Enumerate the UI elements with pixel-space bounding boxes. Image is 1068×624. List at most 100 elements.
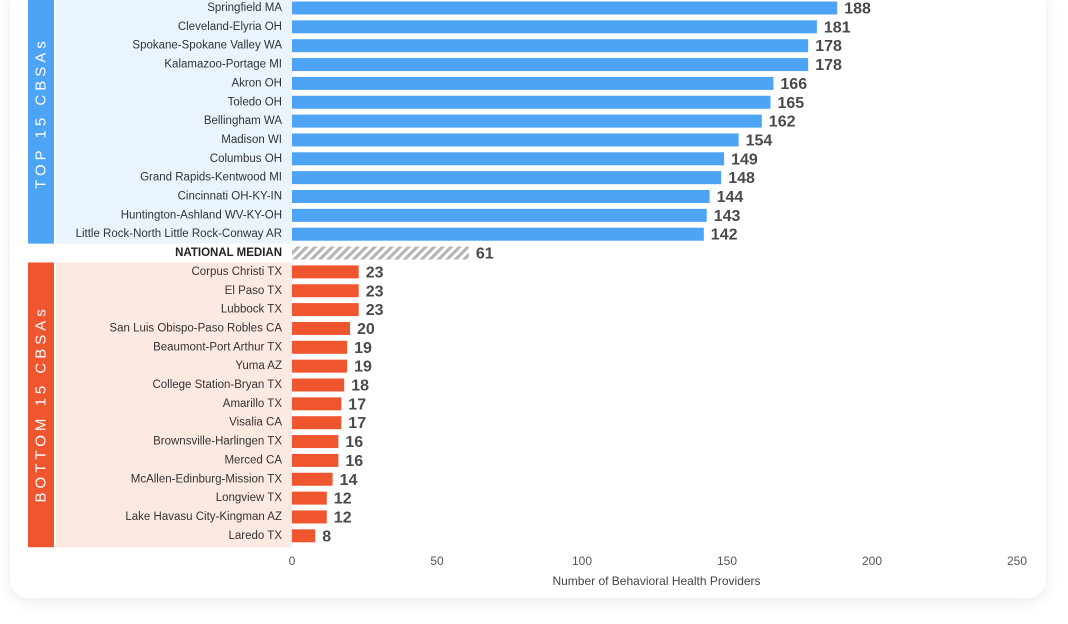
bottom-group-title: BOTTOM 15 CBSAs (33, 305, 50, 502)
value-label: 17 (348, 396, 366, 413)
bar (292, 114, 762, 128)
value-label: 16 (345, 434, 363, 451)
value-label: 20 (357, 321, 375, 338)
value-label: 8 (322, 528, 331, 545)
bar (292, 491, 327, 505)
bar (292, 284, 359, 298)
category-label: Corpus Christi TX (191, 266, 282, 278)
bar (292, 453, 339, 467)
category-label: Huntington-Ashland WV-KY-OH (121, 209, 282, 221)
bottom-group-sidebar (28, 262, 54, 548)
value-label: 19 (354, 359, 372, 376)
category-label: Columbus OH (210, 153, 282, 165)
value-label: 23 (366, 283, 384, 300)
category-label: Madison WI (221, 134, 282, 146)
bar (292, 435, 339, 449)
x-tick-label: 100 (572, 554, 592, 568)
bar (292, 39, 809, 53)
category-label: Laredo TX (229, 530, 283, 542)
median-bar (292, 246, 469, 260)
category-label: Grand Rapids-Kentwood MI (140, 172, 282, 184)
value-label: 18 (351, 378, 369, 395)
category-label: Akron OH (232, 77, 283, 89)
bar (292, 510, 327, 524)
bar (292, 76, 774, 90)
bar (292, 58, 809, 72)
bar (292, 321, 350, 335)
value-label: 23 (366, 302, 384, 319)
x-tick-label: 200 (862, 554, 882, 568)
value-label: 19 (354, 340, 372, 357)
value-label: 165 (778, 95, 805, 112)
value-label: 162 (769, 114, 796, 131)
top-group-sidebar (28, 0, 54, 244)
category-label: Merced CA (224, 454, 282, 466)
category-label: Brownsville-Harlingen TX (153, 436, 282, 448)
value-label: 188 (844, 1, 871, 18)
category-label: College Station-Bryan TX (152, 379, 282, 391)
value-label: 17 (348, 415, 366, 432)
x-tick-label: 250 (1007, 554, 1027, 568)
category-label: San Luis Obispo-Paso Robles CA (109, 322, 282, 334)
bar (292, 265, 359, 279)
value-label: 23 (366, 264, 384, 281)
category-label: El Paso TX (225, 285, 283, 297)
category-label: Amarillo TX (223, 398, 283, 410)
bar (292, 208, 707, 222)
value-label: 16 (345, 453, 363, 470)
category-label: Bellingham WA (204, 115, 283, 127)
category-label: Visalia CA (229, 417, 282, 429)
category-label: Springfield MA (207, 2, 282, 14)
bar (292, 227, 704, 241)
bar (292, 359, 348, 373)
bar (292, 152, 725, 166)
bar (292, 416, 342, 430)
category-label: Yuma AZ (235, 360, 282, 372)
x-tick-label: 150 (717, 554, 737, 568)
value-label: 12 (334, 491, 352, 508)
category-label: Lake Havasu City-Kingman AZ (125, 511, 282, 523)
value-label: 178 (815, 57, 842, 74)
category-label: Spokane-Spokane Valley WA (132, 40, 282, 52)
value-label: 61 (476, 246, 494, 263)
bar (292, 1, 838, 15)
category-label: Toledo OH (228, 96, 282, 108)
value-label: 148 (728, 170, 755, 187)
category-label: Beaumont-Port Arthur TX (153, 341, 282, 353)
value-label: 181 (824, 19, 851, 36)
bar (292, 190, 710, 203)
bottom-group-panel (56, 262, 292, 548)
value-label: 166 (780, 76, 807, 93)
x-tick-label: 0 (289, 554, 296, 568)
value-label: 14 (340, 472, 358, 489)
category-label: Lubbock TX (221, 304, 282, 316)
x-axis-title: Number of Behavioral Health Providers (552, 574, 760, 588)
category-label: NATIONAL MEDIAN (175, 247, 282, 259)
value-label: 12 (334, 509, 352, 526)
bar (292, 472, 333, 486)
value-label: 178 (815, 38, 842, 55)
category-label: Little Rock-North Little Rock-Conway AR (76, 228, 282, 240)
value-label: 154 (746, 132, 773, 149)
bar (292, 529, 316, 543)
category-label: Kalamazoo-Portage MI (164, 59, 282, 71)
value-label: 149 (731, 151, 758, 168)
top-group-title: TOP 15 CBSAs (33, 37, 50, 189)
bar (292, 95, 771, 109)
category-label: Cincinnati OH-KY-IN (178, 191, 282, 203)
bar (292, 397, 342, 411)
bar (292, 303, 359, 317)
top-group-panel (56, 0, 292, 244)
value-label: 143 (714, 208, 741, 225)
bar (292, 340, 348, 354)
bar (292, 20, 817, 34)
bar (292, 378, 345, 392)
category-label: Longview TX (216, 492, 283, 504)
category-label: McAllen-Edinburg-Mission TX (131, 473, 283, 485)
value-label: 142 (711, 227, 738, 244)
x-tick-label: 50 (430, 554, 444, 568)
bar (292, 133, 739, 147)
category-label: Cleveland-Elyria OH (178, 21, 282, 33)
value-label: 144 (717, 189, 744, 206)
